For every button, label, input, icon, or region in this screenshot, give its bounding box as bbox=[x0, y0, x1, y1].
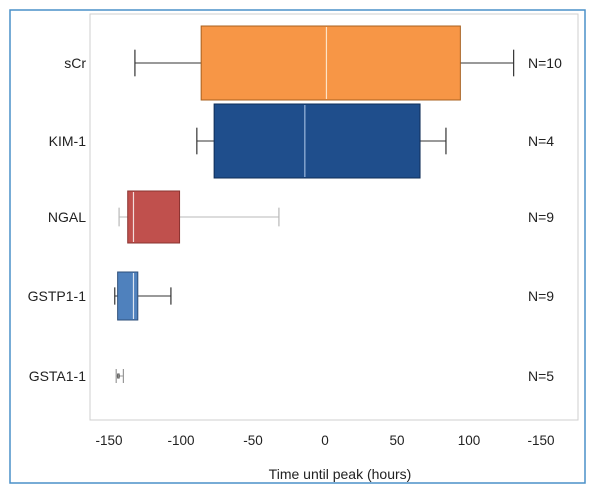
n-label: N=4 bbox=[528, 133, 554, 149]
box bbox=[213, 103, 421, 179]
x-tick-label: -50 bbox=[243, 433, 263, 448]
box bbox=[127, 190, 181, 244]
plot-frame bbox=[89, 13, 579, 421]
box bbox=[117, 271, 139, 321]
box bbox=[200, 25, 461, 101]
n-label: N=10 bbox=[528, 55, 562, 71]
n-label: N=9 bbox=[528, 288, 554, 304]
x-tick-label: 0 bbox=[321, 433, 329, 448]
x-axis-title: Time until peak (hours) bbox=[269, 466, 412, 482]
x-tick-label: 100 bbox=[458, 433, 481, 448]
n-label: N=9 bbox=[528, 209, 554, 225]
n-label: N=5 bbox=[528, 368, 554, 384]
category-label: NGAL bbox=[48, 209, 86, 225]
x-tick-label: -100 bbox=[167, 433, 194, 448]
category-label: GSTA1-1 bbox=[29, 368, 87, 384]
category-label: sCr bbox=[64, 55, 86, 71]
x-tick-label: -150 bbox=[527, 433, 554, 448]
category-label: GSTP1-1 bbox=[28, 288, 87, 304]
x-tick-label: -150 bbox=[95, 433, 122, 448]
category-label: KIM-1 bbox=[49, 133, 87, 149]
outer-frame bbox=[9, 9, 586, 484]
x-tick-label: 50 bbox=[389, 433, 404, 448]
